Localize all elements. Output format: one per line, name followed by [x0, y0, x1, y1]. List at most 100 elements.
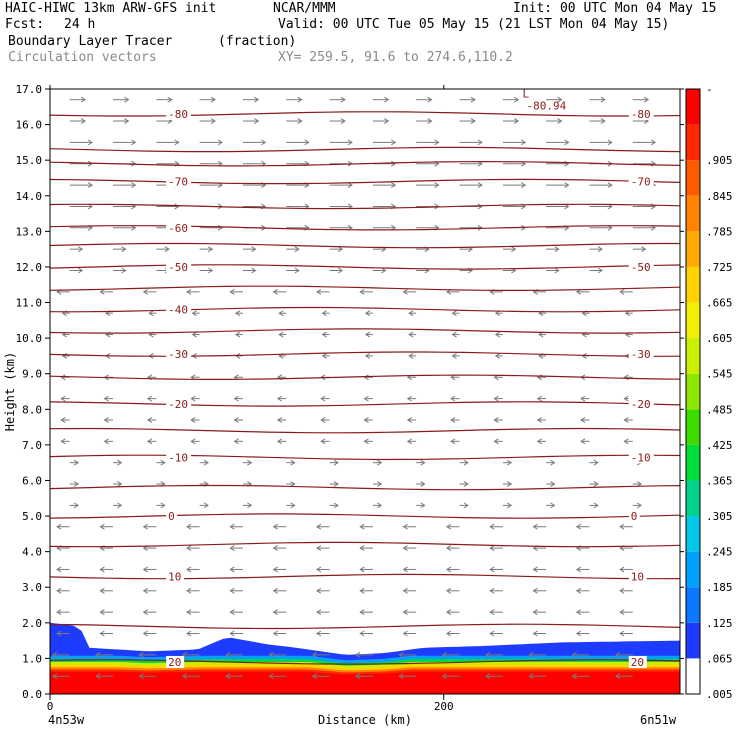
vector-arrowhead [225, 673, 231, 680]
vector-arrowhead [451, 331, 457, 338]
y-tick-label: 10.0 [16, 332, 43, 345]
vector-arrowhead [186, 523, 192, 530]
vector-arrowhead [451, 352, 457, 359]
vector-arrowhead [593, 481, 599, 487]
colorbar-swatch [686, 160, 700, 196]
vector-arrowhead [359, 288, 365, 295]
vector-arrowhead [571, 673, 577, 680]
x-end-right: 6n51w [640, 713, 677, 727]
vector-arrowhead [294, 246, 300, 253]
contour-label: -20 [168, 398, 188, 411]
contour-label-bg [166, 655, 185, 668]
y-tick-label: 14.0 [16, 190, 43, 203]
vector-arrowhead [434, 182, 440, 189]
contour-line [49, 242, 680, 249]
vector-arrowhead [290, 502, 296, 509]
contour-line--50 [49, 264, 681, 270]
vector-arrowhead [251, 267, 257, 274]
vector-arrowhead [536, 395, 542, 402]
vector-arrowhead [600, 96, 606, 103]
colorbar-swatch [686, 373, 700, 410]
contour-label-bg [628, 570, 647, 583]
contour-label-bg [628, 348, 654, 361]
vector-arrowhead [78, 267, 84, 274]
contour-line [49, 374, 681, 380]
vector-arrowhead [251, 246, 257, 253]
contour-line--20 [49, 401, 681, 407]
vector-arrowhead [445, 566, 452, 573]
vector-arrowhead [470, 96, 476, 103]
vector-arrowhead [121, 246, 127, 253]
vector-arrowhead [337, 267, 344, 274]
vector-arrowhead [272, 523, 278, 530]
vector-arrowhead [186, 630, 192, 637]
vector-arrowhead [532, 587, 538, 594]
vector-arrowhead [406, 417, 413, 423]
vector-arrowhead [304, 139, 310, 146]
vector-arrowhead [254, 96, 260, 103]
y-tick-label: 13.0 [16, 225, 43, 238]
vector-arrowhead [463, 502, 469, 509]
vector-arrowhead [528, 651, 534, 658]
vector-arrowhead [186, 566, 192, 573]
contour-line-0 [49, 513, 681, 519]
vector-arrowhead [56, 566, 62, 573]
vector-arrowhead [290, 481, 296, 487]
colorbar-swatch [686, 587, 700, 623]
vector-arrowhead [445, 587, 452, 594]
vector-arrowhead [142, 566, 148, 573]
vector-arrowhead [138, 651, 144, 658]
vector-arrowhead [420, 481, 426, 487]
vector-arrowhead [333, 459, 339, 466]
vector-arrowhead [290, 459, 296, 466]
vector-arrowhead [142, 523, 148, 530]
vector-arrowhead [117, 481, 123, 487]
contour-label: 20 [168, 656, 181, 669]
colorbar-swatch [686, 195, 700, 232]
vector-arrowhead [511, 246, 517, 253]
vector-arrowhead [247, 502, 253, 509]
colorbar-label: - [706, 83, 713, 96]
contour-line--10 [49, 454, 681, 461]
vector-arrowhead [60, 374, 66, 381]
vectors-label: Circulation vectors [8, 50, 157, 65]
x-tick-label: 0 [47, 700, 54, 713]
vector-arrowhead [450, 417, 456, 423]
contour-label: -50 [631, 261, 651, 274]
vector-arrowhead [146, 395, 153, 402]
vector-arrowhead [229, 609, 235, 616]
vector-arrowhead [593, 502, 599, 509]
vector-arrowhead [272, 545, 278, 552]
vector-arrowhead [210, 118, 216, 124]
vector-arrowhead [103, 395, 109, 402]
vector-arrowhead [340, 96, 346, 103]
vector-arrowhead [615, 673, 621, 680]
colorbar-swatch [686, 622, 700, 659]
vector-arrowhead [623, 374, 629, 381]
contour-line [49, 146, 681, 153]
vector-arrowhead [73, 459, 80, 466]
contour-line-10 [49, 573, 681, 580]
vector-arrowhead [477, 203, 483, 210]
vector-arrowhead [477, 139, 483, 146]
y-tick-label: 12.0 [16, 261, 43, 274]
vector-arrowhead [384, 96, 390, 103]
vector-arrowhead [575, 630, 582, 637]
vector-arrowhead [191, 331, 197, 338]
vector-arrowhead [597, 246, 603, 253]
contour-line--70 [49, 178, 681, 185]
vector-arrowhead [377, 459, 383, 466]
vector-arrowhead [607, 182, 613, 189]
vector-arrowhead [190, 417, 196, 423]
vector-arrowhead [364, 331, 371, 338]
y-tick-label: 2.0 [22, 617, 42, 630]
colorbar-swatch [686, 266, 700, 303]
vector-arrowhead [408, 310, 414, 317]
colorbar-label: .185 [706, 581, 733, 594]
vector-arrowhead [575, 609, 582, 616]
vector-arrowhead [619, 609, 625, 616]
vector-arrowhead [434, 139, 440, 146]
vector-arrowhead [190, 438, 196, 445]
vector-arrowhead [233, 438, 239, 445]
vector-arrowhead [321, 331, 327, 338]
